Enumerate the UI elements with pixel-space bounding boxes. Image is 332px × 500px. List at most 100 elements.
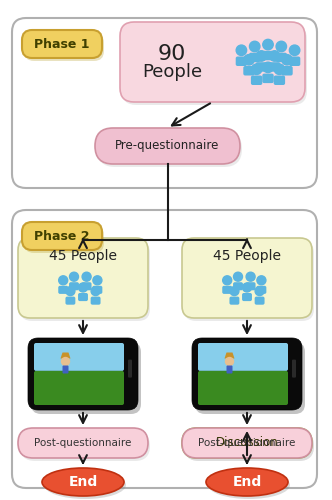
FancyBboxPatch shape xyxy=(24,225,104,253)
Text: Phase 2: Phase 2 xyxy=(34,230,90,242)
Circle shape xyxy=(223,276,232,285)
Circle shape xyxy=(255,286,264,296)
Circle shape xyxy=(78,283,88,292)
FancyBboxPatch shape xyxy=(262,74,274,83)
FancyBboxPatch shape xyxy=(192,338,302,410)
FancyBboxPatch shape xyxy=(120,22,305,102)
Circle shape xyxy=(236,45,247,56)
Circle shape xyxy=(82,272,91,281)
FancyBboxPatch shape xyxy=(78,293,88,301)
Text: End: End xyxy=(68,475,98,489)
FancyBboxPatch shape xyxy=(182,238,312,318)
FancyBboxPatch shape xyxy=(276,52,287,62)
FancyBboxPatch shape xyxy=(58,286,68,294)
FancyBboxPatch shape xyxy=(20,241,150,321)
Circle shape xyxy=(251,64,262,74)
Circle shape xyxy=(244,54,254,65)
FancyBboxPatch shape xyxy=(289,56,300,66)
Circle shape xyxy=(61,358,69,366)
FancyBboxPatch shape xyxy=(249,52,260,62)
FancyBboxPatch shape xyxy=(184,241,314,321)
FancyBboxPatch shape xyxy=(242,293,252,301)
Circle shape xyxy=(263,62,273,72)
Text: End: End xyxy=(232,475,262,489)
Text: 45 People: 45 People xyxy=(49,249,117,263)
FancyBboxPatch shape xyxy=(262,51,274,60)
FancyBboxPatch shape xyxy=(255,296,265,304)
FancyBboxPatch shape xyxy=(20,431,150,461)
FancyBboxPatch shape xyxy=(18,428,148,458)
Circle shape xyxy=(256,51,267,61)
FancyBboxPatch shape xyxy=(229,296,239,304)
Circle shape xyxy=(290,45,300,56)
Ellipse shape xyxy=(208,471,290,499)
FancyBboxPatch shape xyxy=(12,18,317,188)
Ellipse shape xyxy=(42,468,124,496)
Circle shape xyxy=(242,283,252,292)
Circle shape xyxy=(274,64,285,74)
FancyBboxPatch shape xyxy=(236,56,247,66)
Ellipse shape xyxy=(44,471,126,499)
FancyBboxPatch shape xyxy=(251,76,262,85)
Text: 45 People: 45 People xyxy=(213,249,281,263)
Circle shape xyxy=(225,358,233,366)
Circle shape xyxy=(233,272,242,281)
FancyBboxPatch shape xyxy=(31,342,141,414)
Text: Pre-questionnaire: Pre-questionnaire xyxy=(115,140,220,152)
Circle shape xyxy=(246,272,255,281)
FancyBboxPatch shape xyxy=(243,66,255,76)
FancyBboxPatch shape xyxy=(12,210,317,488)
FancyBboxPatch shape xyxy=(69,282,79,290)
Circle shape xyxy=(93,276,102,285)
Circle shape xyxy=(66,286,75,296)
FancyBboxPatch shape xyxy=(18,238,148,318)
FancyBboxPatch shape xyxy=(222,286,232,294)
FancyBboxPatch shape xyxy=(226,366,232,374)
Circle shape xyxy=(263,40,273,50)
Text: 90: 90 xyxy=(158,44,186,64)
Text: Phase 1: Phase 1 xyxy=(34,38,90,51)
FancyBboxPatch shape xyxy=(246,282,256,290)
Circle shape xyxy=(282,54,292,65)
FancyBboxPatch shape xyxy=(184,431,314,461)
FancyBboxPatch shape xyxy=(182,428,312,458)
FancyBboxPatch shape xyxy=(198,343,288,371)
FancyBboxPatch shape xyxy=(122,25,307,105)
FancyBboxPatch shape xyxy=(281,66,293,76)
FancyBboxPatch shape xyxy=(269,62,280,72)
FancyBboxPatch shape xyxy=(184,431,314,461)
Circle shape xyxy=(69,272,78,281)
Circle shape xyxy=(276,42,287,51)
Text: Post-questionnaire: Post-questionnaire xyxy=(34,438,132,448)
Circle shape xyxy=(230,286,239,296)
Polygon shape xyxy=(224,352,234,358)
FancyBboxPatch shape xyxy=(34,371,124,405)
Text: Discussion: Discussion xyxy=(215,436,278,450)
Circle shape xyxy=(91,286,100,296)
Circle shape xyxy=(270,51,280,61)
FancyBboxPatch shape xyxy=(274,76,285,85)
FancyBboxPatch shape xyxy=(65,296,75,304)
FancyBboxPatch shape xyxy=(82,282,92,290)
FancyBboxPatch shape xyxy=(34,343,124,371)
Text: People: People xyxy=(142,63,202,81)
FancyBboxPatch shape xyxy=(195,342,305,414)
FancyBboxPatch shape xyxy=(97,131,242,167)
FancyBboxPatch shape xyxy=(28,338,138,410)
Ellipse shape xyxy=(206,468,288,496)
FancyBboxPatch shape xyxy=(256,286,266,294)
Circle shape xyxy=(59,276,68,285)
FancyBboxPatch shape xyxy=(128,360,132,378)
FancyBboxPatch shape xyxy=(24,33,104,61)
FancyBboxPatch shape xyxy=(198,371,288,405)
FancyBboxPatch shape xyxy=(91,296,101,304)
Circle shape xyxy=(249,42,260,51)
FancyBboxPatch shape xyxy=(233,282,243,290)
Polygon shape xyxy=(60,352,70,358)
FancyBboxPatch shape xyxy=(95,128,240,164)
FancyBboxPatch shape xyxy=(182,428,312,458)
FancyBboxPatch shape xyxy=(256,62,267,72)
FancyBboxPatch shape xyxy=(62,366,68,374)
Circle shape xyxy=(257,276,266,285)
Text: Post-questionnaire: Post-questionnaire xyxy=(198,438,296,448)
